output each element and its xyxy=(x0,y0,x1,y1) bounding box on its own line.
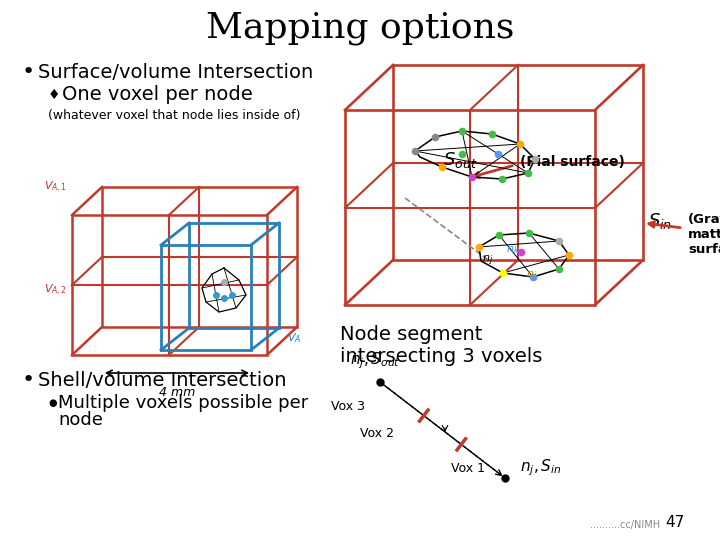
Text: Vox 1: Vox 1 xyxy=(451,462,485,475)
Text: $n_j$: $n_j$ xyxy=(482,253,493,268)
Text: Multiple voxels possible per: Multiple voxels possible per xyxy=(58,394,308,412)
Text: One voxel per node: One voxel per node xyxy=(62,85,253,105)
Text: Surface/volume Intersection: Surface/volume Intersection xyxy=(38,63,313,82)
Text: (Gray/White
matter
surface): (Gray/White matter surface) xyxy=(688,213,720,256)
Text: $S_{in}$: $S_{in}$ xyxy=(648,211,672,231)
Text: $V_A$: $V_A$ xyxy=(287,331,302,345)
Text: Vox 3: Vox 3 xyxy=(331,401,365,414)
Text: 4 mm: 4 mm xyxy=(159,386,195,399)
Text: $V_{A,1}$: $V_{A,1}$ xyxy=(44,179,67,194)
Text: ♦: ♦ xyxy=(48,88,60,102)
Text: (whatever voxel that node lies inside of): (whatever voxel that node lies inside of… xyxy=(48,109,300,122)
Text: $n_i$: $n_i$ xyxy=(526,269,537,281)
Text: Mapping options: Mapping options xyxy=(206,11,514,45)
Text: 47: 47 xyxy=(666,515,685,530)
Text: ●: ● xyxy=(48,398,56,408)
Text: Vox 2: Vox 2 xyxy=(360,427,394,440)
Text: Shell/volume Intersection: Shell/volume Intersection xyxy=(38,370,287,389)
Text: $n_j, S_{out}$: $n_j, S_{out}$ xyxy=(350,350,400,370)
Text: •: • xyxy=(22,62,35,82)
Text: ..........cc/NIMH: ..........cc/NIMH xyxy=(590,520,660,530)
Text: $S_{out}$: $S_{out}$ xyxy=(443,150,477,170)
Text: Node segment
intersecting 3 voxels: Node segment intersecting 3 voxels xyxy=(340,325,542,366)
Text: $V_{A,2}$: $V_{A,2}$ xyxy=(44,282,67,298)
Text: (Pial surface): (Pial surface) xyxy=(520,155,625,169)
Text: $n_k$: $n_k$ xyxy=(506,244,520,256)
Text: •: • xyxy=(22,370,35,390)
Text: node: node xyxy=(58,411,103,429)
Text: $n_j, S_{in}$: $n_j, S_{in}$ xyxy=(520,458,562,478)
